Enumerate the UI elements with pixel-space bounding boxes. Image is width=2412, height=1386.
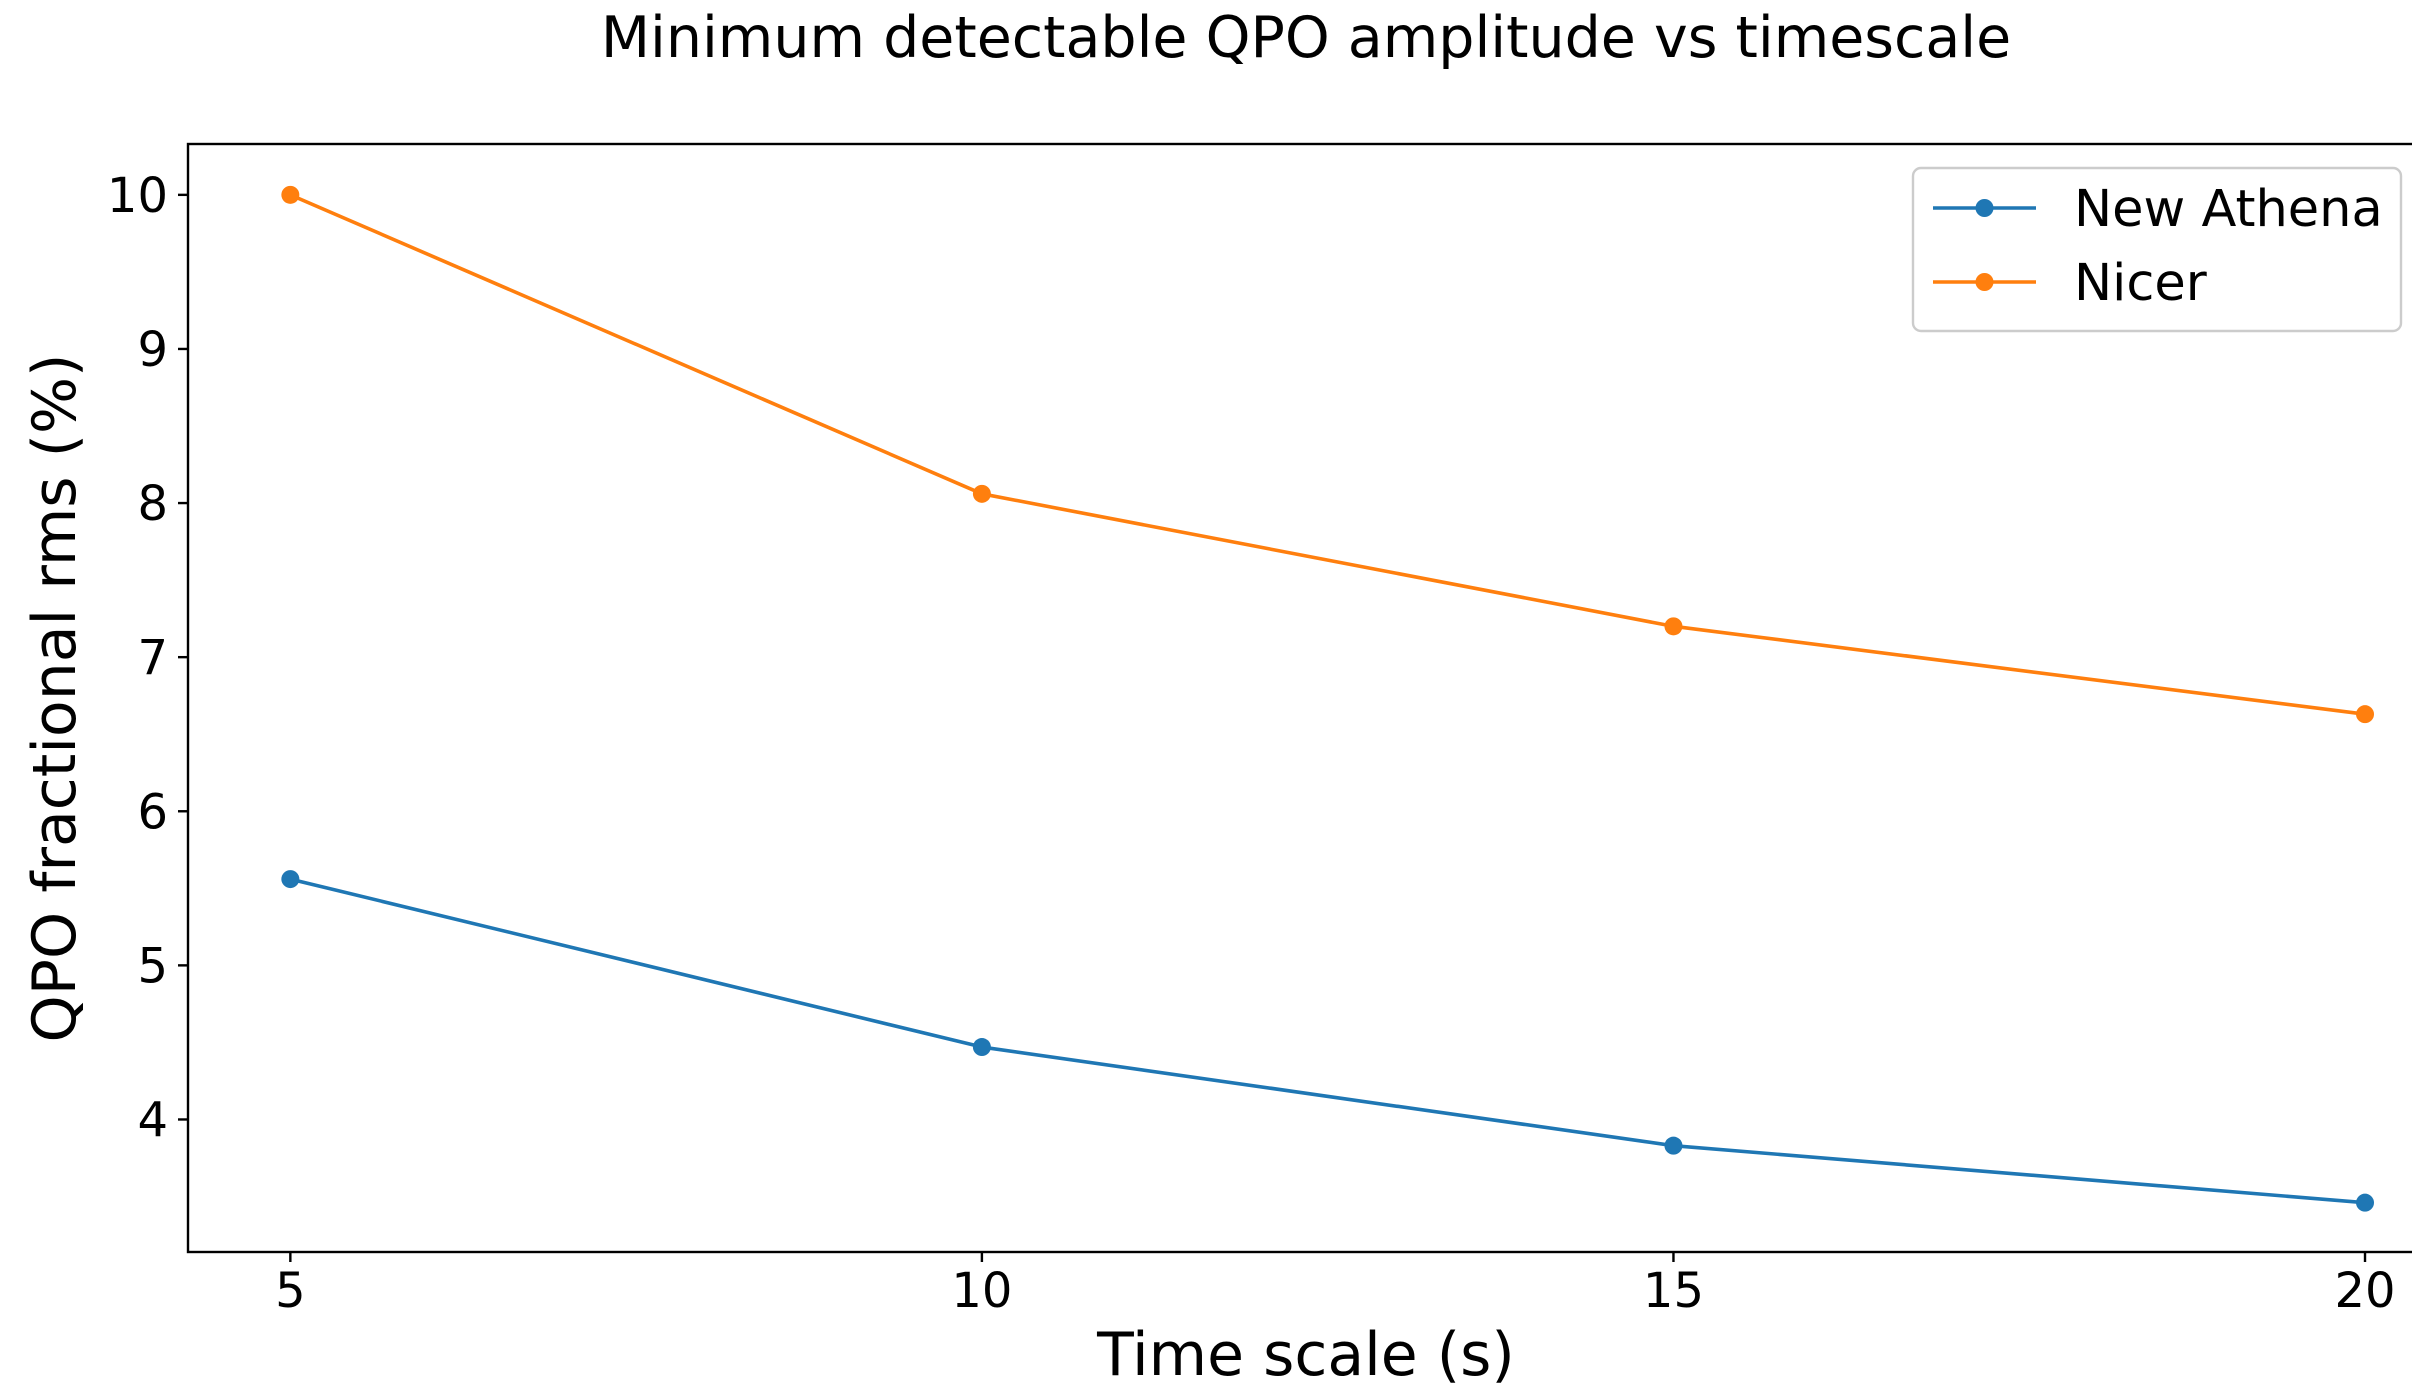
y-tick-label: 10 [107,168,168,224]
legend-label-new-athena: New Athena [2074,180,2383,239]
data-point-nicer [281,185,300,204]
data-point-new-athena [972,1038,991,1057]
y-axis: 4 5 6 7 8 9 10 [107,168,188,1148]
series-line-nicer [289,193,2366,716]
y-tick-label: 7 [137,630,168,686]
y-axis-label: QPO fractional rms (%) [20,354,90,1043]
data-point-nicer [1664,617,1683,636]
legend-label-nicer: Nicer [2074,254,2207,313]
series-line-new-athena [289,877,2366,1205]
y-tick-label: 9 [137,322,168,378]
data-point-nicer [2356,705,2375,724]
data-point-new-athena [2356,1193,2375,1212]
x-axis: 5 10 15 20 [275,1252,2396,1319]
chart-title: Minimum detectable QPO amplitude vs time… [601,5,2011,71]
axes-frame [186,142,2412,1254]
x-axis-label: Time scale (s) [1096,1320,1515,1386]
x-tick-label: 15 [1643,1263,1704,1319]
y-tick-label: 8 [137,476,168,532]
plot-area [186,142,2412,1254]
legend: New Athena Nicer [1911,166,2403,333]
x-tick-label: 5 [275,1263,306,1319]
series-group [281,185,2375,1212]
y-tick-label: 4 [137,1092,168,1148]
data-point-new-athena [1664,1136,1683,1155]
legend-items: New Athena Nicer [1933,180,2383,313]
data-point-new-athena [281,870,300,889]
y-tick-label: 6 [137,784,168,840]
data-point-nicer [972,484,991,503]
legend-marker-new-athena [1975,199,1994,217]
legend-marker-nicer [1975,273,1994,291]
y-tick-label: 5 [137,938,168,994]
x-tick-label: 10 [951,1263,1012,1319]
x-tick-label: 20 [2334,1263,2395,1319]
